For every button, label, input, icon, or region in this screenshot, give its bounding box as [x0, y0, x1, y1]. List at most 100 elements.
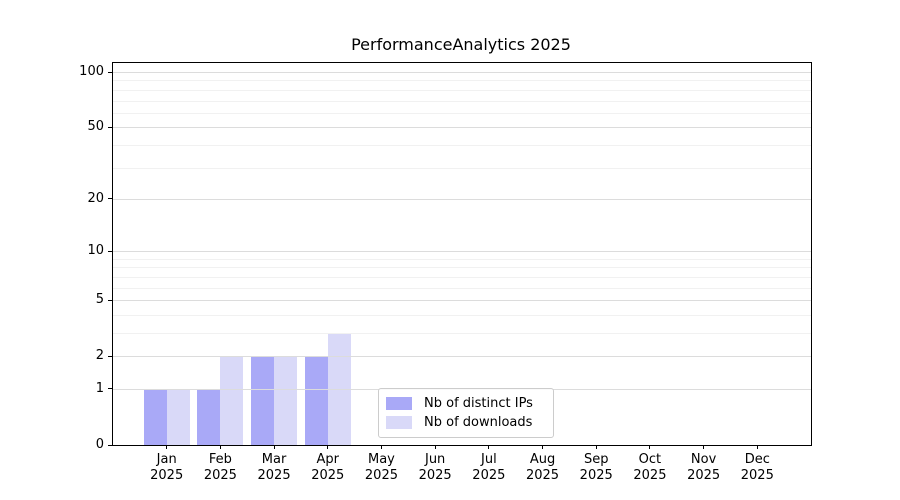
y-tick-label: 0	[95, 437, 104, 452]
x-tick	[327, 445, 329, 449]
legend-swatch-downloads	[386, 416, 412, 429]
x-tick	[595, 445, 597, 449]
minor-gridline	[113, 332, 811, 334]
x-tick-label-dec: Dec 2025	[725, 452, 789, 484]
bar-nb-of-distinct-ips-feb	[197, 388, 221, 445]
x-tick-month: May	[368, 452, 395, 467]
minor-gridline	[113, 100, 811, 102]
major-gridline	[113, 72, 811, 74]
y-tick	[108, 250, 112, 252]
x-tick-year: 2025	[364, 468, 398, 483]
legend-swatch-distinct-ips	[386, 397, 412, 410]
x-tick-year: 2025	[257, 468, 291, 483]
y-tick-label: 100	[79, 64, 104, 80]
x-tick	[488, 445, 490, 449]
legend: Nb of distinct IPs Nb of downloads	[378, 388, 554, 438]
y-tick	[108, 71, 112, 73]
x-tick-year: 2025	[418, 468, 452, 483]
x-tick	[542, 445, 544, 449]
y-tick-label: 10	[87, 243, 104, 259]
x-tick-month: Mar	[261, 452, 287, 467]
x-tick-year: 2025	[203, 468, 237, 483]
minor-gridline	[113, 287, 811, 289]
x-tick-label-sep: Sep 2025	[564, 452, 628, 484]
x-tick	[219, 445, 221, 449]
x-tick-month: Apr	[316, 452, 340, 467]
bar-nb-of-downloads-apr	[327, 332, 351, 445]
major-gridline	[113, 300, 811, 302]
minor-gridline	[113, 144, 811, 146]
y-tick	[108, 444, 112, 446]
y-tick	[108, 198, 112, 200]
chart-title: PerformanceAnalytics 2025	[351, 35, 571, 54]
bar-nb-of-distinct-ips-apr	[304, 356, 328, 445]
y-tick-label: 1	[95, 380, 104, 396]
minor-gridline	[113, 267, 811, 269]
x-tick-year: 2025	[633, 468, 667, 483]
y-tick-label: 5	[95, 292, 104, 308]
x-tick	[434, 445, 436, 449]
x-tick-label-aug: Aug 2025	[511, 452, 575, 484]
x-tick-month: Dec	[744, 452, 770, 467]
x-tick-month: Jan	[156, 452, 177, 467]
y-tick	[108, 388, 112, 390]
minor-gridline	[113, 167, 811, 169]
x-tick-label-jul: Jul 2025	[457, 452, 521, 484]
x-tick-label-feb: Feb 2025	[188, 452, 252, 484]
minor-gridline	[113, 314, 811, 316]
x-tick-year: 2025	[740, 468, 774, 483]
legend-label-distinct-ips: Nb of distinct IPs	[424, 396, 533, 411]
x-tick-year: 2025	[687, 468, 721, 483]
x-tick-month: Aug	[529, 452, 556, 467]
major-gridline	[113, 251, 811, 253]
x-tick	[649, 445, 651, 449]
y-tick-label: 20	[87, 190, 104, 206]
y-tick	[108, 126, 112, 128]
x-tick-year: 2025	[311, 468, 345, 483]
y-tick	[108, 355, 112, 357]
x-tick-label-jun: Jun 2025	[403, 452, 467, 484]
x-tick-month: Jun	[424, 452, 446, 467]
bar-nb-of-downloads-jan	[166, 388, 190, 445]
x-tick-year: 2025	[472, 468, 506, 483]
x-tick-label-mar: Mar 2025	[242, 452, 306, 484]
minor-gridline	[113, 80, 811, 82]
x-tick	[756, 445, 758, 449]
x-tick-month: Nov	[690, 452, 717, 467]
legend-label-downloads: Nb of downloads	[424, 415, 533, 430]
x-tick-label-jan: Jan 2025	[135, 452, 199, 484]
minor-gridline	[113, 258, 811, 260]
bar-nb-of-distinct-ips-mar	[251, 356, 275, 445]
x-tick-year: 2025	[525, 468, 560, 483]
x-tick	[703, 445, 705, 449]
x-tick-label-may: May 2025	[349, 452, 413, 484]
plot-area: Nb of distinct IPs Nb of downloads 0 1 2 5 1…	[79, 62, 812, 483]
minor-gridline	[113, 276, 811, 278]
x-tick-label-nov: Nov 2025	[672, 452, 736, 484]
legend-entry-distinct-ips: Nb of distinct IPs	[386, 395, 545, 412]
bar-nb-of-downloads-feb	[220, 356, 244, 445]
minor-gridline	[113, 89, 811, 91]
major-gridline	[113, 127, 811, 129]
bar-nb-of-distinct-ips-jan	[143, 388, 167, 445]
x-tick-month: Feb	[208, 452, 232, 467]
y-tick	[108, 299, 112, 301]
minor-gridline	[113, 112, 811, 114]
x-tick-label-apr: Apr 2025	[296, 452, 360, 484]
x-tick	[166, 445, 168, 449]
x-tick-month: Sep	[583, 452, 609, 467]
legend-entry-downloads: Nb of downloads	[386, 414, 545, 431]
x-tick-year: 2025	[579, 468, 613, 483]
bar-nb-of-downloads-mar	[274, 356, 298, 445]
x-tick	[380, 445, 382, 449]
y-tick-label: 50	[87, 119, 104, 135]
y-tick-label: 2	[95, 348, 104, 364]
x-tick-month: Jul	[481, 452, 497, 467]
x-tick-label-oct: Oct 2025	[618, 452, 682, 484]
x-tick-year: 2025	[150, 468, 184, 483]
major-gridline	[113, 198, 811, 200]
x-tick	[273, 445, 275, 449]
major-gridline	[113, 356, 811, 358]
x-tick-month: Oct	[638, 452, 662, 467]
